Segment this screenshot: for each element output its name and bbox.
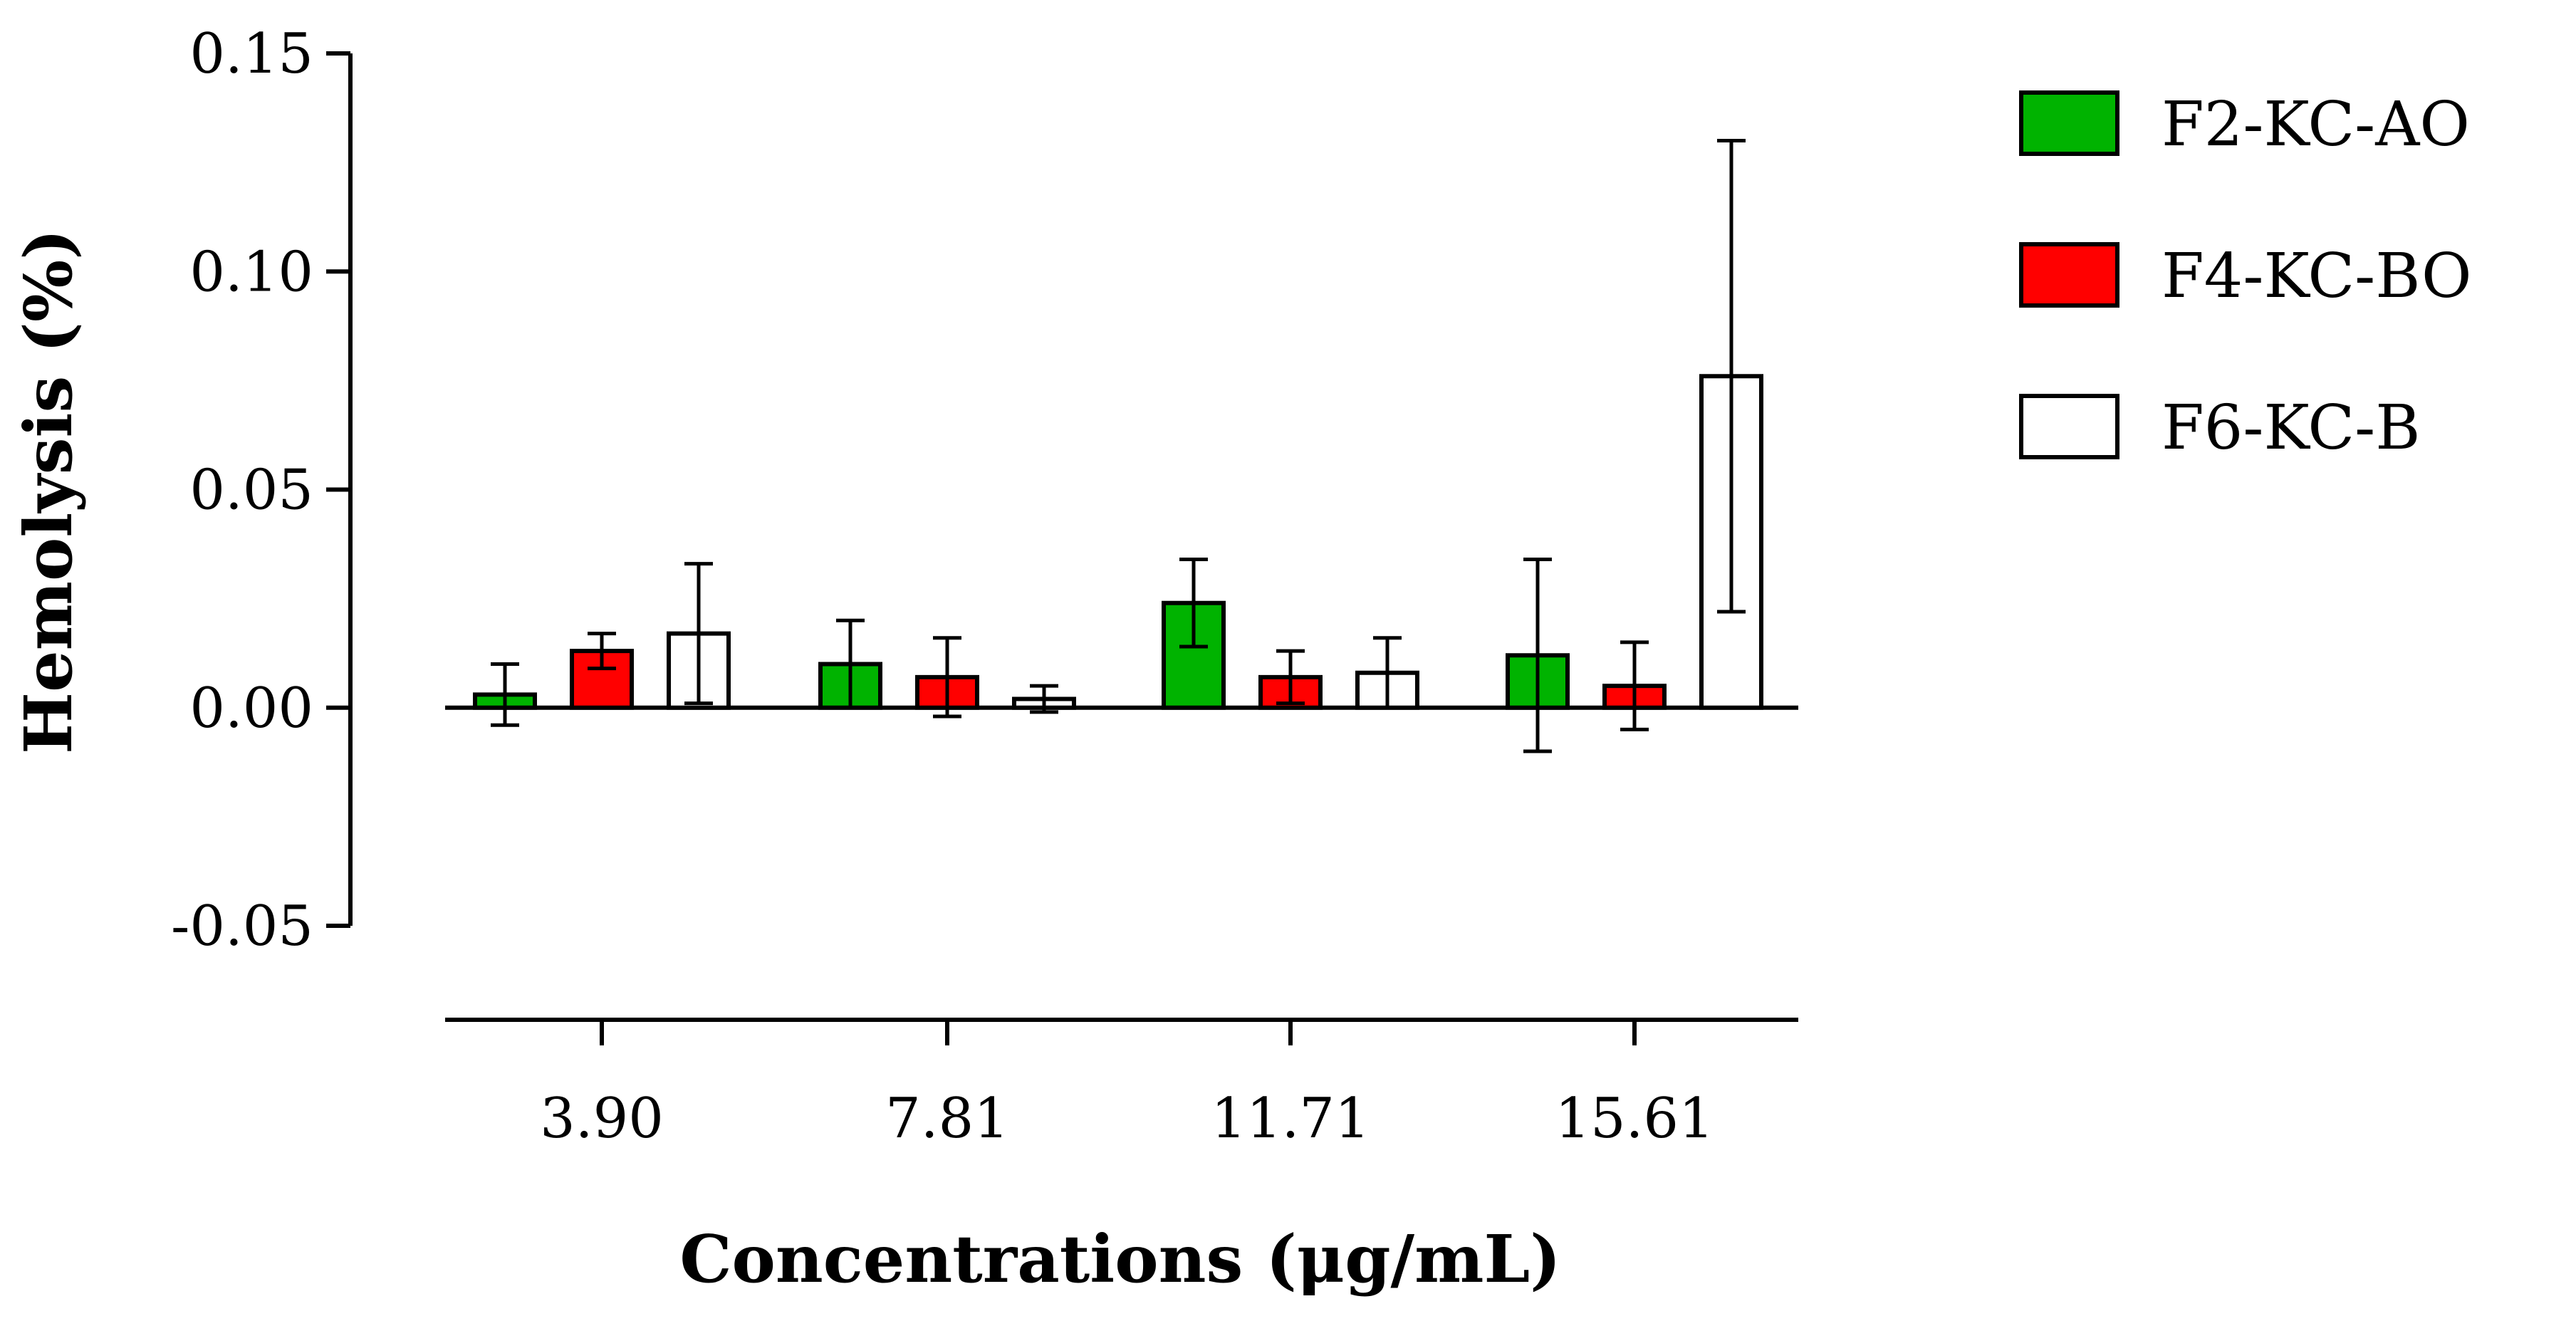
y-tick-label: 0.10 — [189, 240, 313, 304]
x-tick-label: 15.61 — [1555, 1087, 1714, 1151]
x-tick-label: 3.90 — [540, 1087, 664, 1151]
bars-group — [445, 139, 1798, 753]
x-tick-label: 11.71 — [1211, 1087, 1370, 1151]
x-tick-label: 7.81 — [885, 1087, 1009, 1151]
y-tick-label: 0.00 — [189, 677, 313, 741]
y-tick-label: 0.15 — [189, 22, 313, 86]
y-axis: -0.05 0.00 0.05 0.10 0.15 — [171, 22, 353, 959]
legend-swatch — [2019, 242, 2119, 308]
legend-label: F2-KC-AO — [2162, 89, 2470, 160]
legend: F2-KC-AO F4-KC-BO F6-KC-B — [2019, 89, 2472, 464]
legend-swatch — [2019, 394, 2119, 459]
y-axis-title: Hemolysis (%) — [10, 229, 87, 754]
legend-label: F4-KC-BO — [2162, 241, 2472, 312]
x-axis-title: Concentrations (μg/mL) — [679, 1221, 1560, 1297]
legend-swatch — [2019, 90, 2119, 156]
y-tick-label: -0.05 — [171, 894, 313, 959]
legend-label: F6-KC-B — [2162, 392, 2420, 464]
y-tick-label: 0.05 — [189, 459, 313, 523]
x-axis: 3.90 7.81 11.71 15.61 — [445, 1018, 1798, 1151]
